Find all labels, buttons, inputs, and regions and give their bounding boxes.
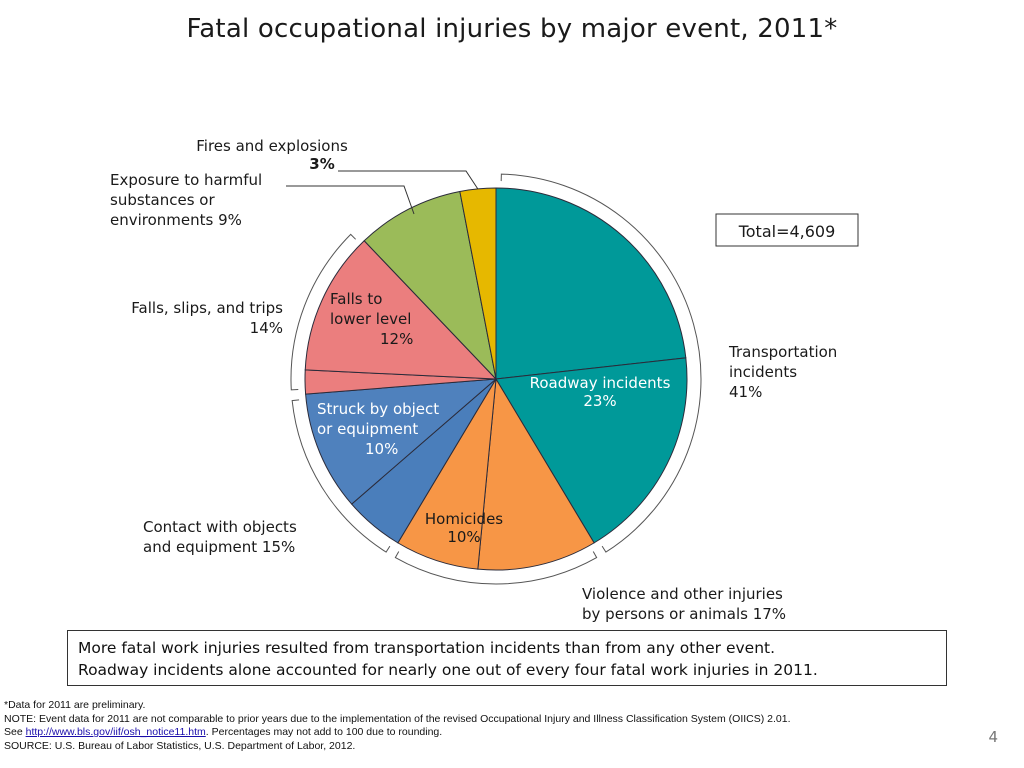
- notice-link[interactable]: http://www.bls.gov/iif/osh_notice11.htm: [25, 726, 206, 738]
- pie-slice-homicides: [477, 377, 595, 571]
- page-number: 4: [988, 728, 998, 746]
- leader-exposure: [286, 185, 415, 215]
- group-label-contact-with-objects-and-equipment: Contact with objects and equipment 15%: [143, 518, 297, 556]
- bracket-transportation-incidents: [500, 173, 702, 553]
- footnote-see-suffix: . Percentages may not add to 100 due to …: [205, 726, 443, 738]
- bracket-falls-slips-and-trips: [290, 233, 357, 391]
- leader-fires-and-explosions: [338, 170, 479, 190]
- bracket-contact-with-objects-and-equipment: [291, 399, 391, 553]
- slice-label-homicides: Homicides 10%: [425, 510, 503, 546]
- summary-line-1: More fatal work injuries resulted from t…: [78, 639, 776, 657]
- footnote-see-prefix: See: [4, 726, 26, 738]
- group-label-violence-and-other-injuries-by-persons-or-animals: Violence and other injuries by persons or…: [582, 585, 786, 623]
- slice-label-roadway-incidents: Roadway incidents 23%: [530, 374, 671, 410]
- group-label-falls-slips-and-trips: Falls, slips, and trips 14%: [131, 299, 283, 337]
- pie-slices: [304, 187, 688, 571]
- slice-label-falls-to-lower-level: Falls to lower level 12%: [330, 290, 413, 348]
- summary-line-2: Roadway incidents alone accounted for ne…: [78, 661, 818, 679]
- group-labels: Transportation incidents 41% Violence and o…: [110, 137, 837, 623]
- pie-slice-roadway-incidents: [495, 187, 687, 380]
- footnote-see: See http://www.bls.gov/iif/osh_notice11.…: [4, 726, 964, 740]
- slide-title: Fatal occupational injuries by major eve…: [186, 14, 838, 44]
- total-box: Total=4,609: [715, 213, 859, 247]
- group-brackets: [290, 173, 702, 585]
- pie-slice-exposure-to-harmful-substances-or-environments: [363, 190, 497, 381]
- leader-lines: [286, 170, 479, 215]
- group-label-fires-and-explosions: Fires and explosions 3%: [196, 137, 348, 173]
- pie-slice-other-transportation-incidents: [495, 357, 688, 544]
- group-label-exposure-to-harmful-substances-or-environments: Exposure to harmful substances or environm…: [110, 171, 262, 229]
- bracket-violence-and-other-injuries-by-persons-or-animals: [394, 551, 598, 585]
- pie-chart: Roadway incidents 23% Homicides 10% Struck b…: [110, 137, 859, 623]
- group-label-transportation-incidents: Transportation incidents 41%: [728, 343, 837, 401]
- footnotes: *Data for 2011 are preliminary. NOTE: Ev…: [4, 699, 964, 753]
- pie-slice-struck-by-object-or-equipment: [305, 378, 498, 505]
- footnote-note: NOTE: Event data for 2011 are not compar…: [4, 712, 791, 725]
- footnote-source: SOURCE: U.S. Bureau of Labor Statistics,…: [4, 739, 356, 752]
- slice-label-struck-by-object-or-equipment: Struck by object or equipment 10%: [317, 400, 439, 458]
- slice-labels: Roadway incidents 23% Homicides 10% Struck b…: [317, 290, 671, 546]
- total-label: Total=4,609: [738, 222, 836, 241]
- pie-slice-falls-to-lower-level: [304, 240, 498, 380]
- summary-box: More fatal work injuries resulted from t…: [67, 630, 947, 686]
- footnote-preliminary: *Data for 2011 are preliminary.: [4, 699, 146, 711]
